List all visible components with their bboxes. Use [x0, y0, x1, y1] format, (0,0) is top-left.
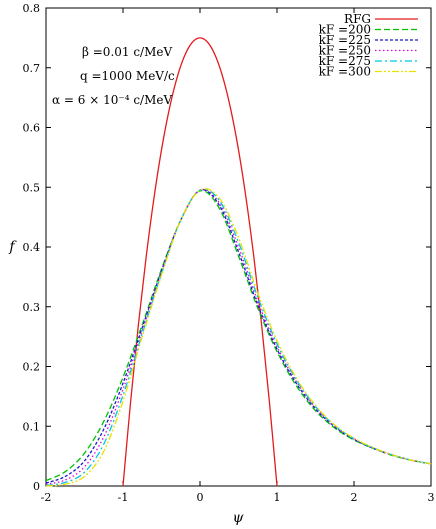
annotation-beta: β =0.01 c/MeV: [82, 45, 172, 59]
series-line-4: [45, 188, 432, 485]
legend-label-4: kF =250: [319, 44, 371, 58]
parameter-annotations: β =0.01 c/MeV q =1000 MeV/c α = 6 × 10⁻⁴…: [52, 45, 175, 107]
y-tick-label: 0.5: [23, 181, 41, 194]
y-tick-label: 0.7: [23, 62, 41, 75]
legend-label-1: RFG: [344, 12, 371, 26]
x-tick-label: 2: [351, 491, 358, 504]
y-tick-label: 0.8: [23, 2, 41, 15]
legend-label-2: kF =200: [319, 23, 371, 37]
y-tick-label: 0.4: [23, 241, 41, 254]
x-tick-label: 1: [274, 491, 281, 504]
series-line-6: [45, 188, 432, 487]
series-line-5: [45, 188, 432, 487]
y-tick-label: 0.2: [23, 361, 41, 374]
plot-area: -2 -1 0 1 2 3 0 0.1 0.2 0.3 0.4 0.5 0.6 0.7 0.8: [23, 2, 435, 504]
series-lines: [45, 37, 432, 487]
y-tick-label: 0.3: [23, 301, 41, 314]
y-axis-label: f: [8, 239, 17, 255]
y-tick-label: 0.1: [23, 420, 41, 433]
x-tick-label: -2: [41, 491, 52, 504]
x-tick-label: 3: [428, 491, 435, 504]
series-line-1: [122, 37, 278, 487]
y-tick-label: 0.6: [23, 122, 41, 135]
legend-label-6: kF =300: [319, 65, 371, 79]
y-axis-ticks: 0 0.1 0.2 0.3 0.4 0.5 0.6 0.7 0.8: [23, 2, 431, 493]
y-tick-label: 0: [33, 480, 40, 493]
annotation-q: q =1000 MeV/c: [80, 69, 175, 83]
x-tick-label: 0: [197, 491, 204, 504]
series-line-3: [45, 189, 432, 484]
x-tick-label: -1: [118, 491, 129, 504]
x-axis-ticks: -2 -1 0 1 2 3: [41, 8, 435, 504]
series-line-2: [45, 189, 432, 482]
annotation-alpha: α = 6 × 10⁻⁴ c/MeV: [52, 93, 172, 107]
legend-label-3: kF =225: [319, 33, 371, 47]
legend-label-5: kF =275: [319, 54, 371, 68]
x-axis-label: ψ: [233, 510, 245, 526]
